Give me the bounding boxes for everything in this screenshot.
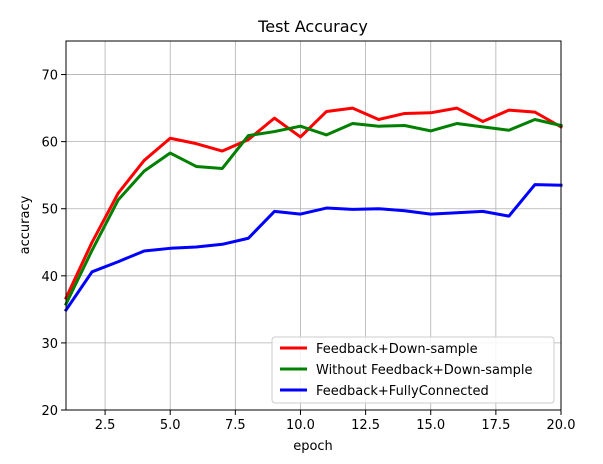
series-line-2: [63, 118, 563, 307]
y-tick-label: 30: [41, 337, 58, 352]
y-tick-label: 40: [41, 270, 58, 285]
y-axis: 20 30 40 50 60 70: [41, 69, 66, 419]
legend-label-2: Without Feedback+Down-sample: [316, 363, 533, 378]
series-line-3: [63, 183, 563, 313]
legend-label-3: Feedback+FullyConnected: [316, 384, 489, 399]
x-axis: 2.5 5.0 7.5 10.0 12.5 15.0 17.5 20.0: [95, 410, 576, 433]
legend-label-1: Feedback+Down-sample: [316, 342, 478, 357]
legend-box: [271, 336, 555, 404]
x-tick-label: 10.0: [286, 418, 315, 433]
x-tick-label: 15.0: [416, 418, 445, 433]
x-tick-label: 12.5: [351, 418, 380, 433]
y-tick-label: 60: [41, 136, 58, 151]
y-axis-label: accuracy: [18, 195, 33, 254]
series-line-1: [64, 106, 564, 300]
x-axis-label: epoch: [293, 439, 333, 454]
x-tick-label: 17.5: [481, 418, 510, 433]
plot-frame: [65, 40, 562, 411]
x-tick-label: 7.5: [225, 418, 246, 433]
y-tick-label: 50: [41, 203, 58, 218]
x-tick-label: 5.0: [160, 418, 181, 433]
y-tick-label: 70: [41, 69, 58, 84]
series-lines: [63, 106, 564, 313]
legend-items: Feedback+Down-sample Without Feedback+Dow…: [280, 342, 533, 399]
legend: Feedback+Down-sample Without Feedback+Dow…: [271, 336, 555, 404]
y-tick-label: 20: [41, 404, 58, 419]
x-tick-label: 20.0: [547, 418, 576, 433]
chart-title: Test Accuracy: [257, 17, 368, 36]
x-tick-label: 2.5: [95, 418, 116, 433]
